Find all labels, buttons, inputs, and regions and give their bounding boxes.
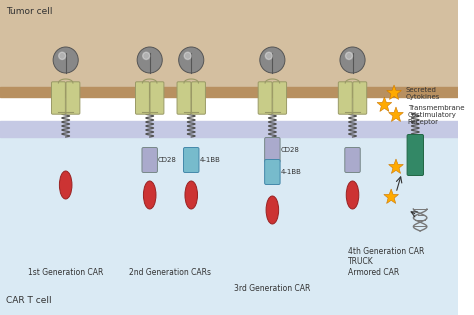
Text: Transmembrane
Costimulatory
Receptor: Transmembrane Costimulatory Receptor xyxy=(408,105,464,125)
Circle shape xyxy=(137,47,162,73)
Circle shape xyxy=(59,52,66,60)
Circle shape xyxy=(340,47,365,73)
Ellipse shape xyxy=(59,171,72,199)
Circle shape xyxy=(184,52,191,60)
FancyBboxPatch shape xyxy=(177,82,191,114)
Bar xyxy=(0,121,458,137)
FancyBboxPatch shape xyxy=(191,82,205,114)
Text: 3rd Generation CAR: 3rd Generation CAR xyxy=(234,284,310,293)
FancyBboxPatch shape xyxy=(66,82,80,114)
Text: CAR T cell: CAR T cell xyxy=(6,296,51,305)
Text: 2nd Generation CARs: 2nd Generation CARs xyxy=(129,268,211,277)
FancyBboxPatch shape xyxy=(150,82,164,114)
Polygon shape xyxy=(389,107,403,122)
Ellipse shape xyxy=(185,181,198,209)
Text: 4-1BB: 4-1BB xyxy=(200,157,220,163)
FancyBboxPatch shape xyxy=(264,159,280,185)
FancyBboxPatch shape xyxy=(338,82,352,114)
Text: Tumor cell: Tumor cell xyxy=(6,7,52,16)
Circle shape xyxy=(53,47,78,73)
FancyBboxPatch shape xyxy=(273,82,287,114)
Text: 1st Generation CAR: 1st Generation CAR xyxy=(28,268,103,277)
Text: 4th Generation CAR
TRUCK
Armored CAR: 4th Generation CAR TRUCK Armored CAR xyxy=(348,247,424,277)
Text: CD28: CD28 xyxy=(158,157,177,163)
FancyBboxPatch shape xyxy=(52,82,65,114)
FancyBboxPatch shape xyxy=(264,138,280,163)
Ellipse shape xyxy=(144,181,156,209)
FancyBboxPatch shape xyxy=(345,147,360,173)
Circle shape xyxy=(260,47,285,73)
Polygon shape xyxy=(387,85,401,100)
FancyBboxPatch shape xyxy=(258,82,272,114)
Circle shape xyxy=(265,52,273,60)
Circle shape xyxy=(143,52,150,60)
FancyBboxPatch shape xyxy=(353,82,367,114)
Ellipse shape xyxy=(346,181,359,209)
Bar xyxy=(0,87,458,97)
FancyBboxPatch shape xyxy=(183,147,199,173)
Text: 4-1BB: 4-1BB xyxy=(281,169,301,175)
Text: Secreted
Cytokines: Secreted Cytokines xyxy=(406,87,440,100)
FancyBboxPatch shape xyxy=(136,82,149,114)
Circle shape xyxy=(179,47,204,73)
Polygon shape xyxy=(377,97,392,112)
Bar xyxy=(0,137,458,315)
Bar xyxy=(0,0,458,87)
FancyBboxPatch shape xyxy=(407,135,423,175)
Circle shape xyxy=(346,52,353,60)
FancyBboxPatch shape xyxy=(142,147,157,173)
Polygon shape xyxy=(389,159,403,174)
Ellipse shape xyxy=(266,196,279,224)
Text: CD28: CD28 xyxy=(281,147,300,153)
Polygon shape xyxy=(384,189,399,203)
